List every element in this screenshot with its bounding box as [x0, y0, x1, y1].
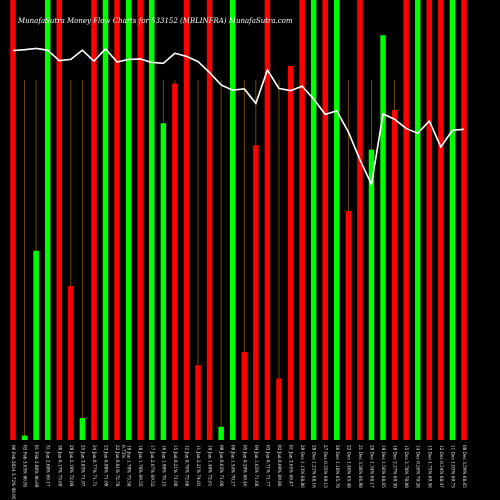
x-tick-label: 06 Feb 2024 3.72% 09.95 — [11, 445, 16, 500]
x-tick-label: 02 Jan 0.69% 69.86 — [277, 445, 282, 487]
bar — [276, 378, 282, 440]
x-tick-label: 04 Jan 1.65% 71.68 — [254, 445, 259, 487]
price-line — [12, 47, 465, 188]
bar — [310, 0, 317, 440]
chart-title: MunafaSutra Money Flow Charts for 533152… — [17, 17, 293, 25]
bar — [391, 110, 398, 440]
bar — [183, 0, 190, 440]
bar — [10, 0, 16, 440]
x-axis-labels: 06 Feb 2024 3.72% 09.95 02 Feb 3.63% 06.9… — [11, 445, 467, 500]
bar — [299, 0, 305, 440]
bar — [160, 123, 167, 440]
bar — [345, 211, 352, 440]
x-tick-label: 10 Jan 1.40% 72.61 — [208, 445, 213, 487]
bar — [380, 35, 386, 440]
x-tick-label: 15 Jan 0.21% 71.00 — [173, 445, 178, 487]
bar — [322, 0, 328, 440]
bar — [461, 0, 467, 440]
bar — [253, 145, 259, 440]
x-tick-label: 25 Jan 3.83% 71.97 — [80, 445, 85, 487]
x-tick-label: 13 Dec 1.75% 69.56 — [427, 445, 432, 488]
money-flow-bars — [10, 0, 467, 440]
bar — [438, 0, 444, 440]
x-tick-label: 11 Dec 1.03% 69.73 — [450, 445, 455, 488]
bar — [33, 250, 39, 440]
x-tick-label: 08 Jan 1.54% 70.17 — [231, 445, 236, 487]
x-tick-label: 17 Jan 2.67% 69.52 — [150, 445, 155, 487]
bar — [44, 0, 51, 440]
bar — [137, 0, 143, 440]
x-tick-label: 26 Dec 1.18% 65.70 — [335, 445, 340, 488]
x-tick-label: 28 Dec 1.21% 68.16 — [312, 445, 317, 488]
x-tick-label: 21 Dec 3.38% 66.98 — [358, 445, 363, 488]
bar — [114, 0, 120, 440]
x-tick-label: 24 Jan 0.77% 71.71 — [92, 445, 97, 487]
bar — [149, 0, 155, 440]
x-tick-label: 22 Dec 1.46% 65.48 — [346, 445, 351, 488]
x-tick-label: 22 Jan 0.81% 72.70 — [115, 445, 120, 487]
bar — [125, 0, 132, 440]
bar — [357, 0, 363, 440]
x-tick-label: 31 Jan 2.60% 69.17 — [46, 445, 51, 487]
bar — [218, 426, 224, 440]
x-tick-label: 29 Dec 1.13% 68.86 — [300, 445, 305, 488]
x-tick-label: 30 Jan 0.17% 73.69 — [57, 445, 62, 487]
x-tick-label: 01 Jan 3.65% 69.47 — [289, 445, 294, 487]
bar — [414, 0, 421, 440]
x-tick-label: 05 Jan 0.29% 69.46 — [242, 445, 247, 487]
x-tick-label: 12 Jan 0.76% 72.68 — [184, 445, 189, 487]
x-tick-label: 20 Dec 1.34% 68.17 — [369, 445, 374, 488]
bar — [241, 352, 248, 440]
bar — [102, 0, 109, 440]
x-tick-label: 03 Jan 0.71% 71.77 — [265, 445, 270, 487]
x-tick-label: 14 Dec 0.26% 70.28 — [416, 445, 421, 488]
bar — [229, 0, 236, 440]
bar — [56, 0, 63, 440]
x-tick-label: 16 Jan 1.90% 70.15 — [161, 445, 166, 487]
x-tick-label: 27 Dec 0.35% 69.13 — [323, 445, 328, 488]
bar — [172, 83, 178, 440]
x-tick-label: 01 Feb 2.80% 06.69 — [34, 445, 39, 488]
x-tick-label: 18 Jan 1.70% 69.55 — [138, 445, 143, 487]
x-tick-label: 02 Feb 3.63% 06.95 — [23, 445, 28, 488]
bar — [264, 0, 271, 440]
extra-percent-label: 0.73% — [121, 445, 126, 458]
bar — [449, 0, 456, 440]
bar — [195, 365, 201, 440]
x-tick-label: 29 Jan 2.19% 72.04 — [69, 445, 74, 487]
bar — [91, 0, 97, 440]
x-tick-label: 19 Jan 1.70% 75.58 — [127, 445, 132, 487]
x-tick-label: 19 Dec 1.56% 68.65 — [381, 445, 386, 488]
x-tick-label: 15 Dec 2.78% 70.98 — [404, 445, 409, 488]
bar — [403, 0, 409, 440]
x-tick-label: 23 Jan 0.98% 71.09 — [104, 445, 109, 487]
bar — [206, 0, 213, 440]
x-tick-label: 09 Jan 0.63% 71.00 — [219, 445, 224, 487]
bar — [287, 66, 294, 440]
x-tick-label: 11 Jan 2.21% 74.01 — [196, 445, 201, 487]
x-tick-label: 18 Dec 2.27% 69.30 — [393, 445, 398, 488]
bar — [426, 0, 433, 440]
bar — [79, 418, 86, 440]
x-tick-label: 08 Dec 3.59% 68.65 — [462, 445, 467, 488]
bar — [68, 286, 74, 440]
x-tick-label: 12 Dec 0.54% 68.47 — [439, 445, 444, 488]
bar — [334, 0, 340, 440]
bar — [368, 149, 375, 440]
bar — [21, 435, 28, 440]
